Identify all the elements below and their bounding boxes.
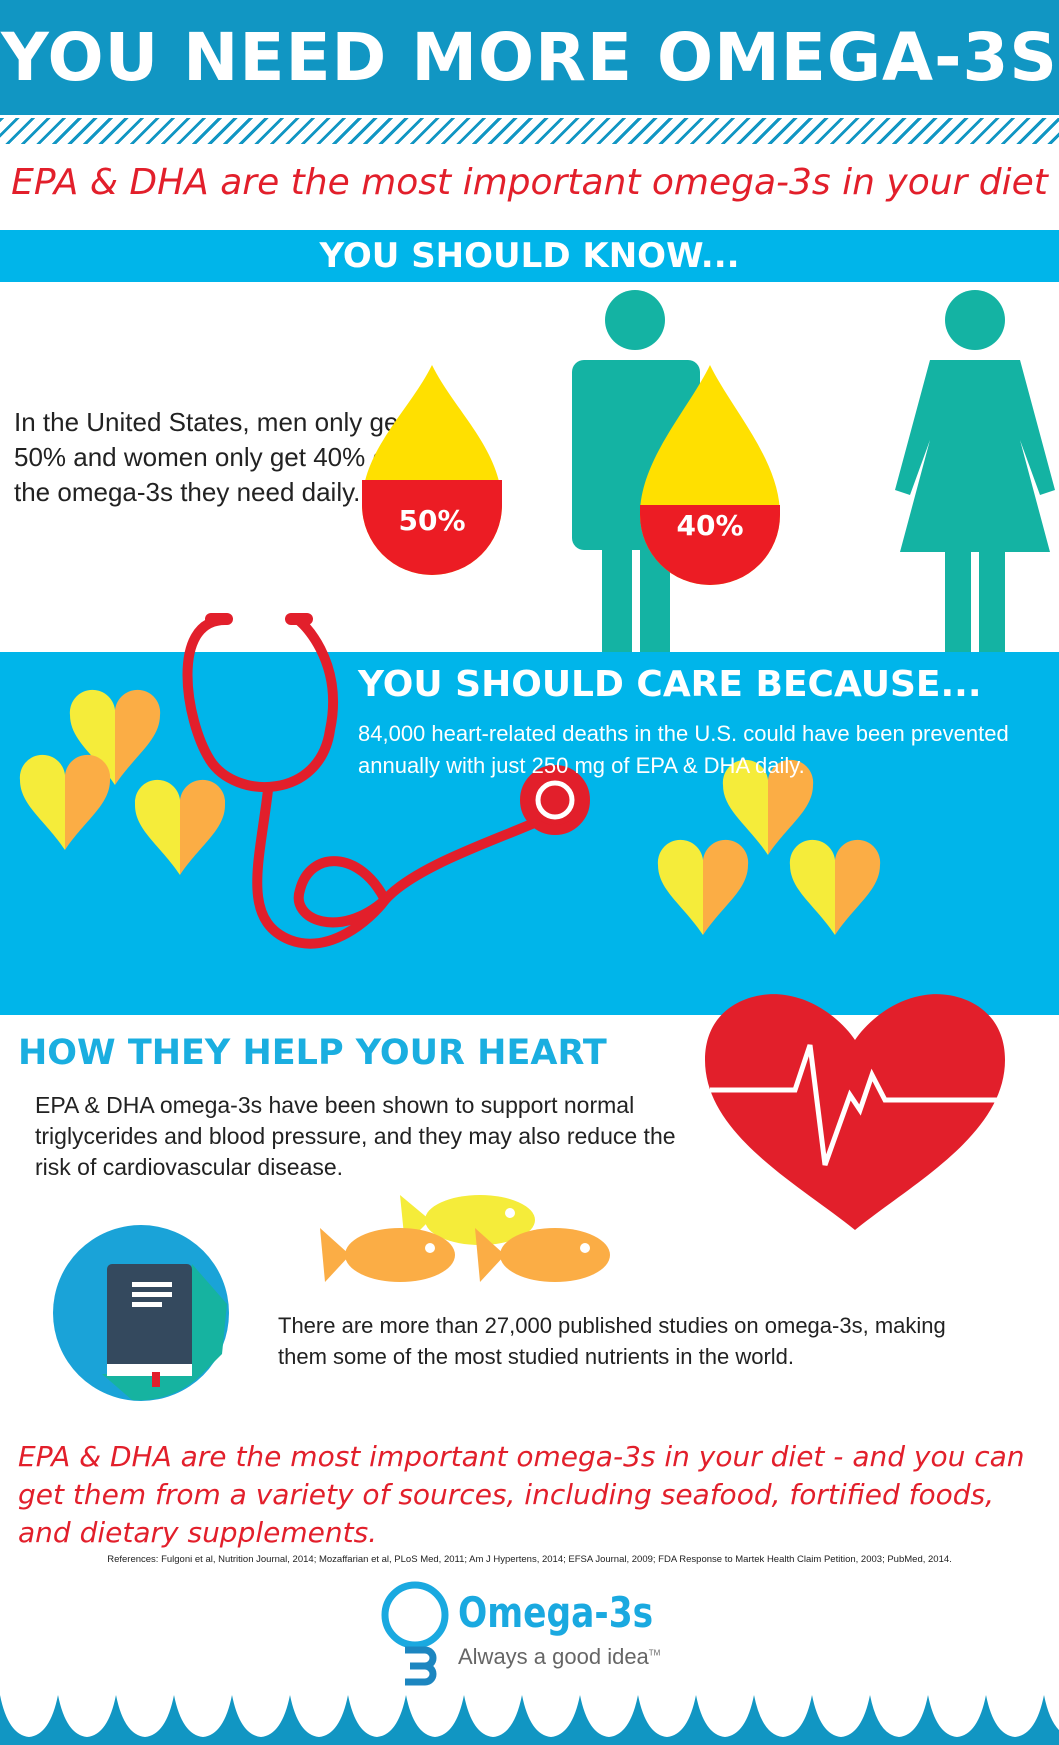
trademark: TM (648, 1648, 661, 1658)
fish-illustration (320, 1195, 610, 1282)
men-percent: 50% (398, 504, 465, 537)
women-percent: 40% (676, 509, 743, 542)
header-banner: YOU NEED MORE OMEGA-3S (0, 0, 1059, 115)
drop-men-icon (362, 365, 502, 575)
care-heading: YOU SHOULD CARE BECAUSE... (358, 664, 982, 705)
fish-icon-orange-left (320, 1228, 455, 1282)
heart-icons (19, 689, 881, 935)
subtitle: EPA & DHA are the most important omega-3… (11, 162, 1048, 203)
logo-tagline: Always a good ideaTM (458, 1644, 661, 1669)
lightbulb-logo-icon (381, 1581, 449, 1686)
stethoscope-icon (182, 615, 590, 949)
drop-women-icon (640, 365, 780, 585)
book-icon (53, 1225, 229, 1401)
closing-text: EPA & DHA are the most important omega-3… (18, 1440, 1025, 1549)
fish-icon-orange-right (475, 1228, 610, 1282)
heart-heading: HOW THEY HELP YOUR HEART (18, 1033, 607, 1073)
studies-text: There are more than 27,000 published stu… (278, 1313, 946, 1369)
page-title: YOU NEED MORE OMEGA-3S (1, 19, 1058, 96)
stethoscope-hearts-illustration (19, 613, 881, 949)
hatch-divider (0, 118, 1059, 144)
care-text: 84,000 heart-related deaths in the U.S. … (358, 721, 1009, 778)
wave-footer (0, 1695, 1059, 1745)
heart-text: EPA & DHA omega-3s have been shown to su… (35, 1092, 676, 1180)
references: References: Fulgoni et al, Nutrition Jou… (107, 1554, 952, 1565)
woman-icon (895, 290, 1055, 652)
know-text: In the United States, men only get 50% a… (14, 407, 406, 507)
know-heading: YOU SHOULD KNOW... (0, 230, 1059, 282)
logo-name: Omega-3s (458, 1588, 654, 1637)
drops-figures-illustration: 50% 40% (362, 290, 1055, 652)
heartbeat-heart-icon (705, 994, 1005, 1230)
